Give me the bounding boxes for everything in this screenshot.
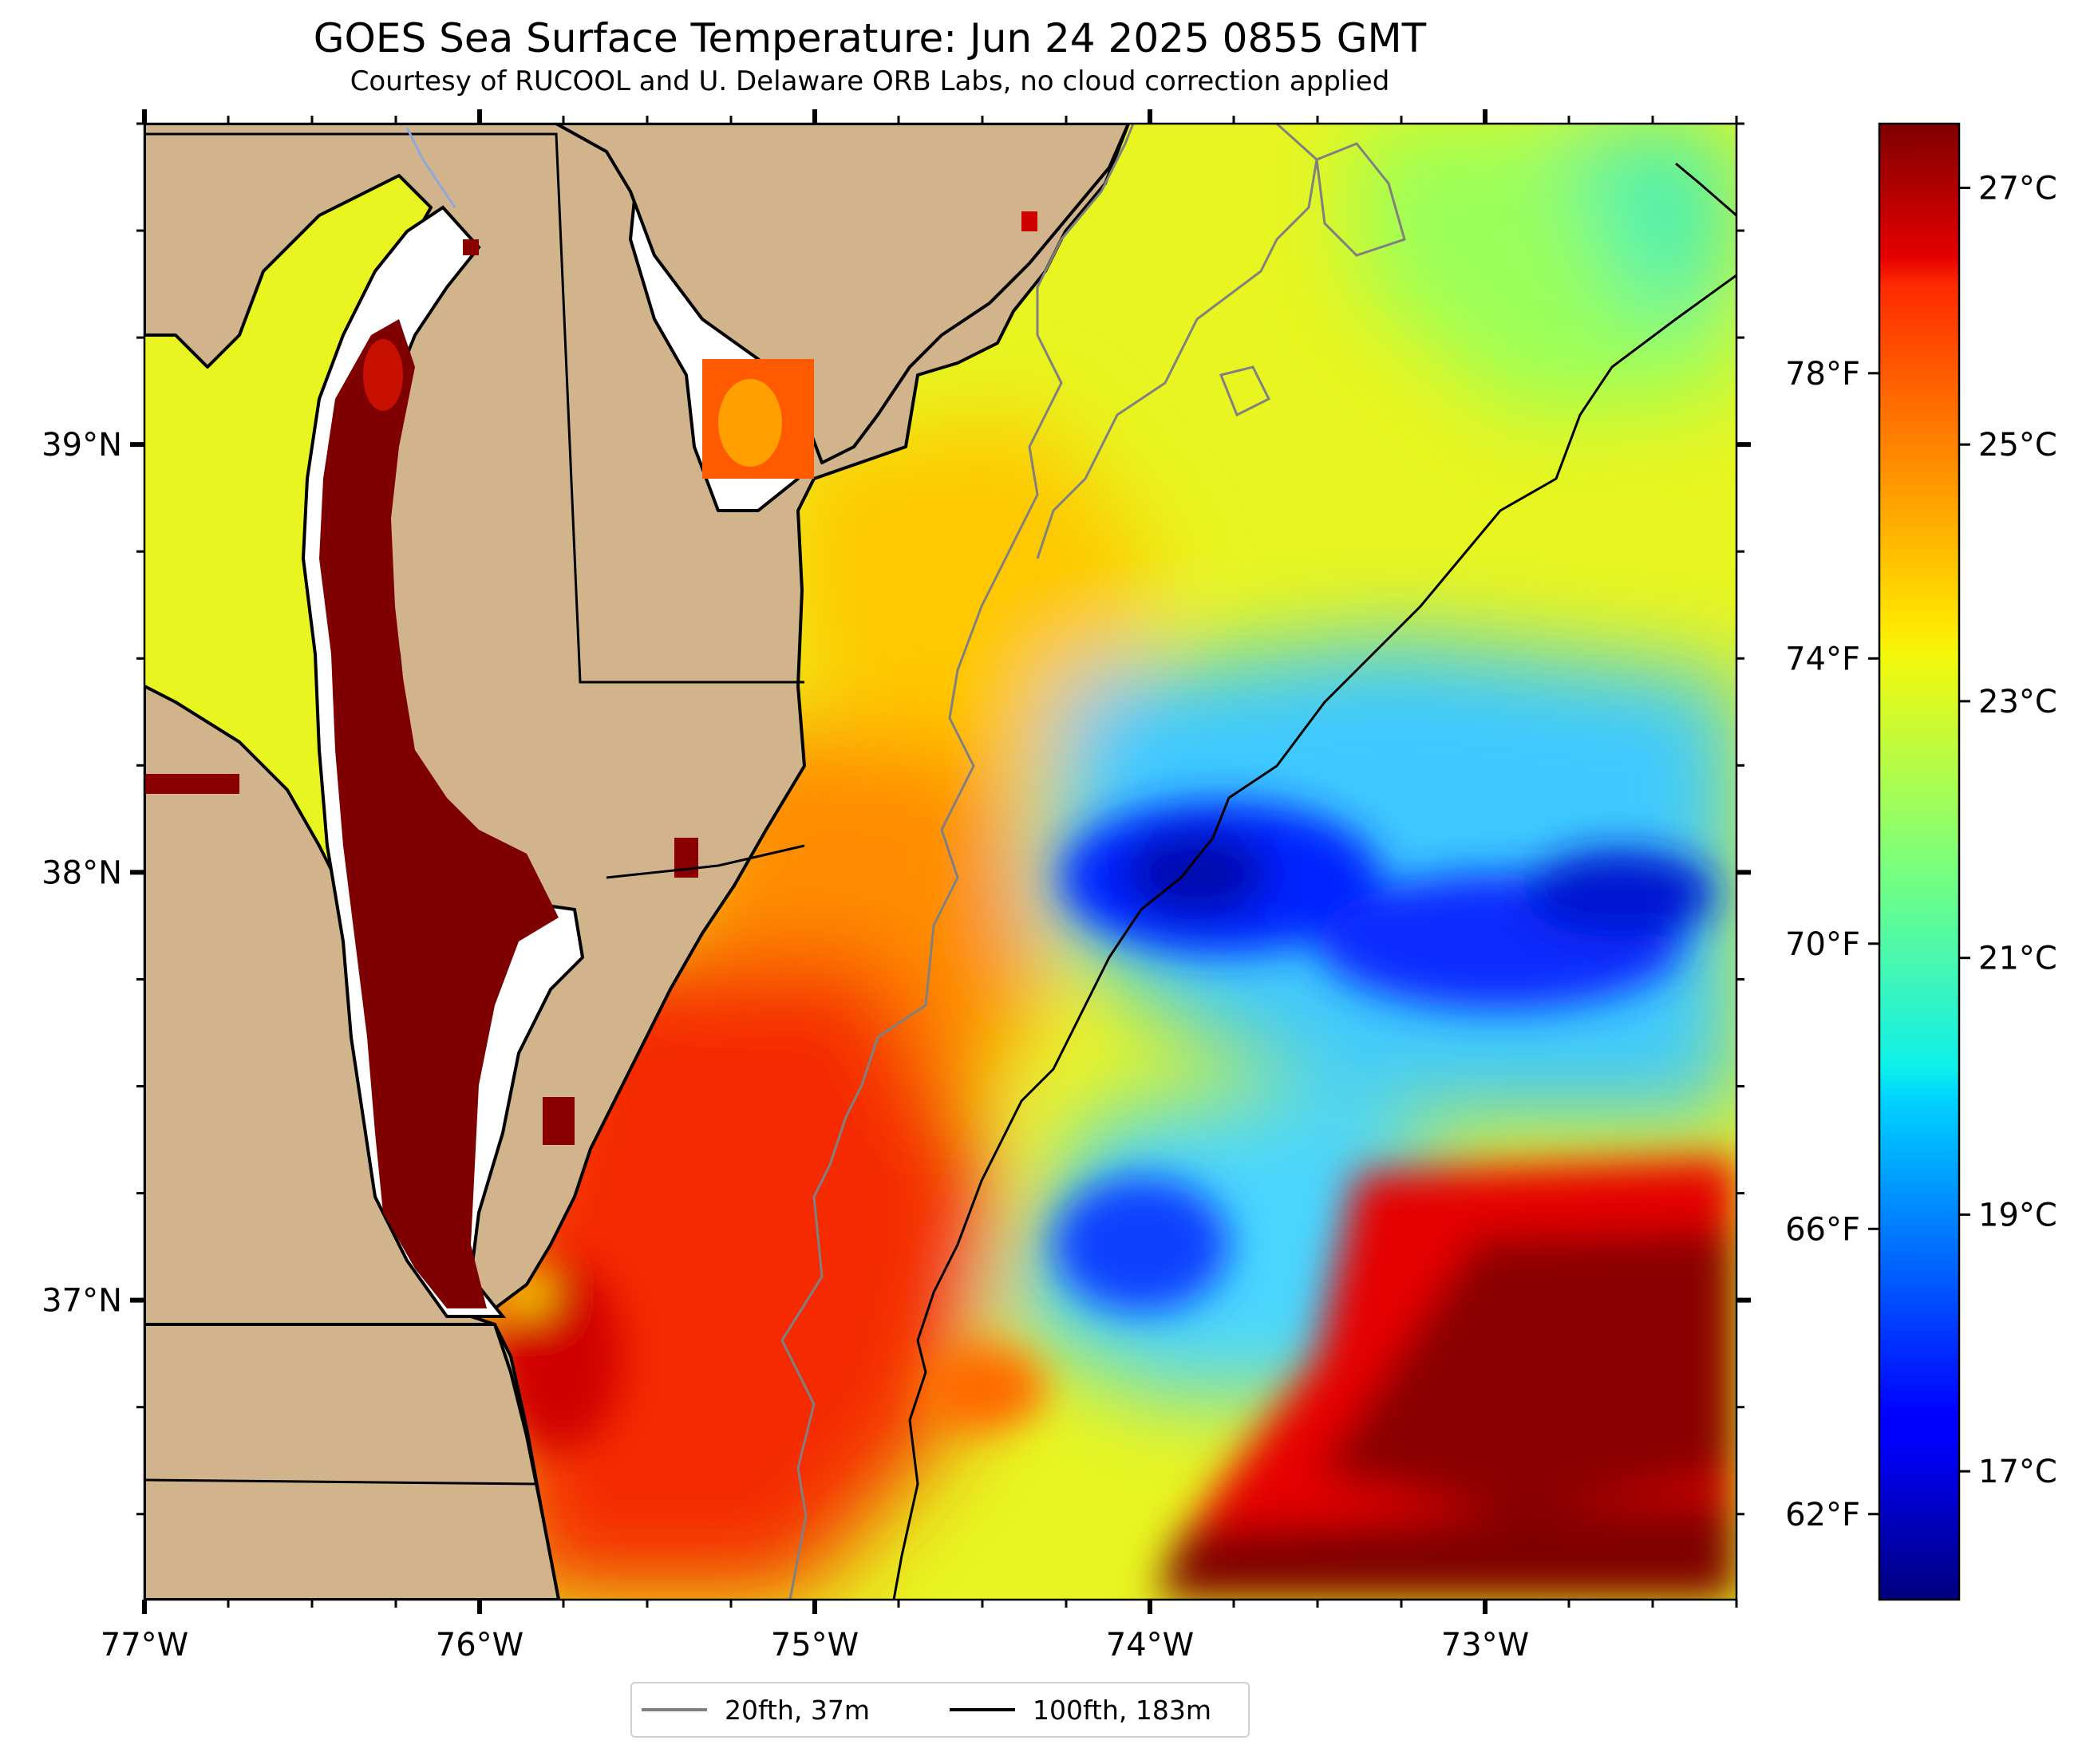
isobath-20fth — [780, 124, 1592, 1600]
celsius-tick-label: 19°C — [1978, 1197, 2057, 1233]
map-area — [144, 124, 1736, 1600]
lat-tick-label: 37°N — [41, 1283, 122, 1320]
lon-tick-label: 77°W — [101, 1627, 188, 1663]
lon-tick-label: 73°W — [1441, 1627, 1529, 1663]
fahrenheit-tick-label: 62°F — [1785, 1497, 1860, 1533]
fahrenheit-tick-label: 78°F — [1785, 356, 1860, 393]
river-line — [405, 127, 456, 208]
lat-tick-label: 39°N — [41, 427, 122, 464]
celsius-tick-label: 21°C — [1978, 941, 2057, 977]
lat-tick-label: 38°N — [41, 854, 122, 891]
map-axes: 77°W 76°W 75°W 74°W 73°W 39°N 38°N 37°N — [41, 109, 1751, 1663]
legend-label-100fth: 100fth, 183m — [1033, 1694, 1211, 1726]
isobath-100fth — [892, 162, 1736, 1600]
celsius-tick-label: 25°C — [1978, 427, 2057, 464]
celsius-tick-label: 17°C — [1978, 1454, 2057, 1490]
colorbar: 17°C 19°C 21°C 23°C 25°C 27°C 62°F 66°F 70°F 74°F… — [1785, 122, 2057, 1601]
lon-tick-label: 75°W — [771, 1627, 859, 1663]
colorbar-gradient — [1878, 122, 1961, 1601]
lon-tick-label: 74°W — [1106, 1627, 1194, 1663]
celsius-tick-label: 27°C — [1978, 170, 2057, 207]
legend-swatch-100fth — [950, 1708, 1015, 1711]
celsius-tick-label: 23°C — [1978, 684, 2057, 720]
map-title: GOES Sea Surface Temperature: Jun 24 202… — [313, 15, 1427, 61]
legend-swatch-20fth — [642, 1708, 707, 1711]
chesapeake-bay — [144, 205, 1037, 1318]
legend-label-20fth: 20fth, 37m — [725, 1694, 870, 1726]
map-frame — [143, 122, 1738, 1601]
isobath-legend: 20fth, 37m 100fth, 183m — [630, 1682, 1250, 1738]
legend-item-20fth: 20fth, 37m — [642, 1683, 870, 1736]
colorbar-ticks: 17°C 19°C 21°C 23°C 25°C 27°C 62°F 66°F 70°F 74°F… — [1785, 170, 2057, 1533]
legend-item-100fth: 100fth, 183m — [950, 1683, 1211, 1736]
lon-tick-label: 76°W — [436, 1627, 523, 1663]
map-subtitle: Courtesy of RUCOOL and U. Delaware ORB L… — [350, 65, 1390, 97]
fahrenheit-tick-label: 74°F — [1785, 641, 1860, 677]
fahrenheit-tick-label: 66°F — [1785, 1211, 1860, 1248]
state-boundaries — [144, 132, 805, 1486]
fahrenheit-tick-label: 70°F — [1785, 926, 1860, 963]
